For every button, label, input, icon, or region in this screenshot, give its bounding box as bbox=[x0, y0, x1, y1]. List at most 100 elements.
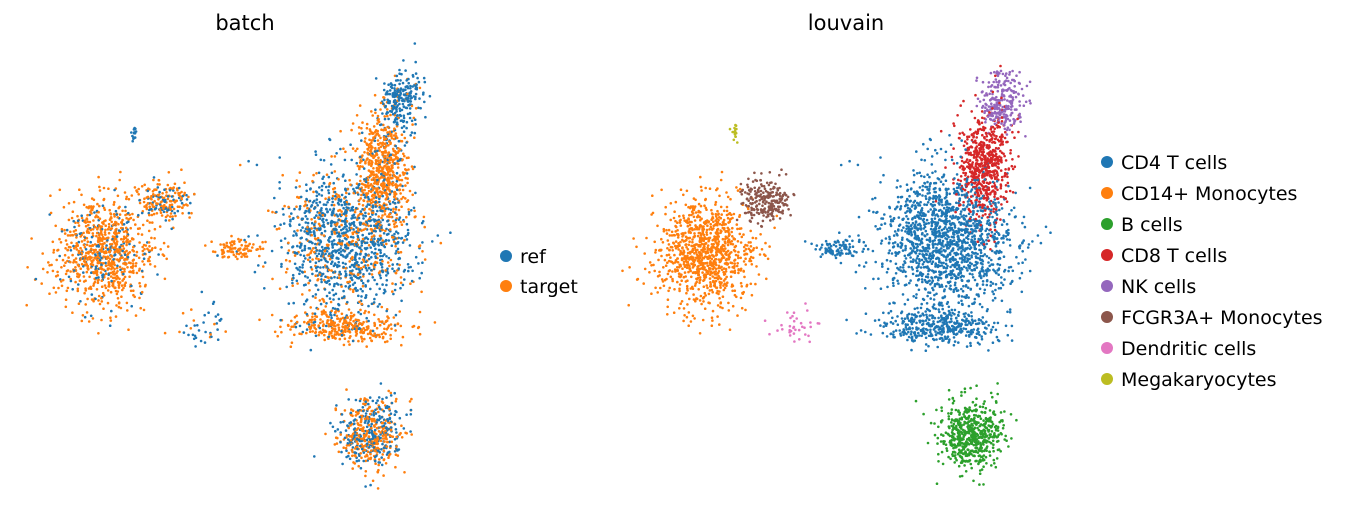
scatter-point bbox=[418, 97, 421, 100]
scatter-point bbox=[132, 128, 136, 131]
scatter-point bbox=[377, 220, 381, 224]
scatter-point bbox=[128, 251, 132, 254]
scatter-point bbox=[773, 226, 776, 230]
scatter-point bbox=[85, 263, 88, 266]
scatter-point bbox=[126, 309, 129, 312]
scatter-point bbox=[310, 321, 313, 324]
louvain-scatter-points bbox=[621, 64, 1052, 486]
scatter-point bbox=[112, 263, 116, 266]
scatter-point bbox=[396, 240, 400, 244]
scatter-point bbox=[97, 236, 100, 240]
scatter-point bbox=[366, 429, 370, 433]
scatter-point bbox=[326, 319, 330, 322]
scatter-point bbox=[995, 213, 999, 216]
scatter-point bbox=[396, 104, 399, 107]
scatter-point bbox=[384, 406, 388, 410]
scatter-point bbox=[373, 428, 377, 432]
scatter-point bbox=[148, 205, 151, 208]
scatter-point bbox=[389, 394, 393, 397]
scatter-point bbox=[397, 139, 401, 143]
scatter-point bbox=[361, 258, 365, 261]
scatter-point bbox=[330, 242, 334, 246]
scatter-point bbox=[381, 228, 384, 232]
scatter-point bbox=[108, 285, 111, 288]
scatter-point bbox=[1044, 225, 1048, 229]
scatter-point bbox=[359, 437, 363, 441]
scatter-point bbox=[413, 118, 417, 121]
scatter-point bbox=[156, 186, 160, 189]
scatter-point bbox=[335, 193, 338, 196]
scatter-point bbox=[386, 219, 390, 223]
scatter-point bbox=[417, 80, 421, 84]
scatter-point bbox=[749, 245, 753, 248]
scatter-point bbox=[340, 228, 343, 232]
scatter-point bbox=[396, 159, 400, 163]
scatter-point bbox=[230, 234, 233, 238]
scatter-point bbox=[394, 237, 397, 240]
scatter-point bbox=[385, 163, 388, 166]
scatter-point bbox=[374, 111, 377, 115]
scatter-point bbox=[355, 182, 359, 185]
scatter-point bbox=[324, 432, 327, 436]
scatter-point bbox=[1002, 234, 1005, 237]
scatter-point bbox=[360, 295, 363, 298]
scatter-point bbox=[311, 272, 314, 276]
scatter-point bbox=[100, 263, 103, 266]
scatter-point bbox=[100, 239, 104, 243]
scatter-point bbox=[370, 409, 374, 413]
scatter-point bbox=[199, 339, 203, 343]
scatter-point bbox=[419, 106, 422, 110]
scatter-point bbox=[71, 288, 74, 291]
scatter-point bbox=[342, 265, 345, 269]
scatter-point bbox=[239, 251, 242, 255]
scatter-point bbox=[384, 269, 388, 272]
scatter-point bbox=[91, 206, 95, 210]
scatter-point bbox=[377, 463, 381, 467]
scatter-point bbox=[391, 267, 394, 271]
scatter-point bbox=[309, 251, 313, 254]
scatter-point bbox=[343, 220, 347, 224]
scatter-point bbox=[78, 273, 81, 277]
scatter-point bbox=[413, 131, 417, 135]
scatter-point bbox=[123, 191, 127, 194]
scatter-point bbox=[156, 183, 159, 186]
scatter-point bbox=[368, 440, 371, 444]
scatter-point bbox=[350, 278, 354, 282]
scatter-point bbox=[313, 216, 316, 219]
legend-label: ref bbox=[520, 246, 547, 268]
scatter-point bbox=[280, 262, 283, 266]
scatter-point bbox=[956, 114, 959, 117]
scatter-point bbox=[376, 129, 380, 133]
scatter-point bbox=[364, 236, 368, 239]
scatter-point bbox=[243, 255, 247, 258]
scatter-point bbox=[303, 204, 306, 208]
scatter-point bbox=[331, 200, 335, 204]
scatter-point bbox=[387, 456, 390, 460]
scatter-point bbox=[102, 273, 105, 276]
scatter-point bbox=[155, 202, 158, 205]
scatter-point bbox=[330, 222, 333, 225]
scatter-point bbox=[373, 297, 376, 301]
scatter-point bbox=[134, 262, 138, 265]
scatter-point bbox=[373, 150, 377, 153]
scatter-point bbox=[170, 195, 174, 198]
scatter-point bbox=[169, 186, 172, 190]
scatter-point bbox=[67, 256, 70, 259]
scatter-point bbox=[87, 287, 91, 290]
scatter-point bbox=[394, 271, 398, 275]
scatter-point bbox=[320, 188, 324, 192]
scatter-point bbox=[146, 241, 149, 244]
scatter-point bbox=[132, 249, 135, 253]
scatter-point bbox=[301, 266, 304, 269]
scatter-point bbox=[97, 276, 100, 279]
scatter-point bbox=[168, 219, 171, 222]
scatter-point bbox=[187, 195, 190, 199]
scatter-point bbox=[100, 300, 104, 303]
scatter-point bbox=[372, 196, 376, 200]
scatter-point bbox=[382, 474, 385, 477]
scatter-point bbox=[376, 178, 379, 182]
scatter-point bbox=[339, 147, 342, 151]
scatter-point bbox=[685, 291, 688, 295]
scatter-point bbox=[409, 97, 412, 100]
scatter-point bbox=[66, 234, 70, 237]
